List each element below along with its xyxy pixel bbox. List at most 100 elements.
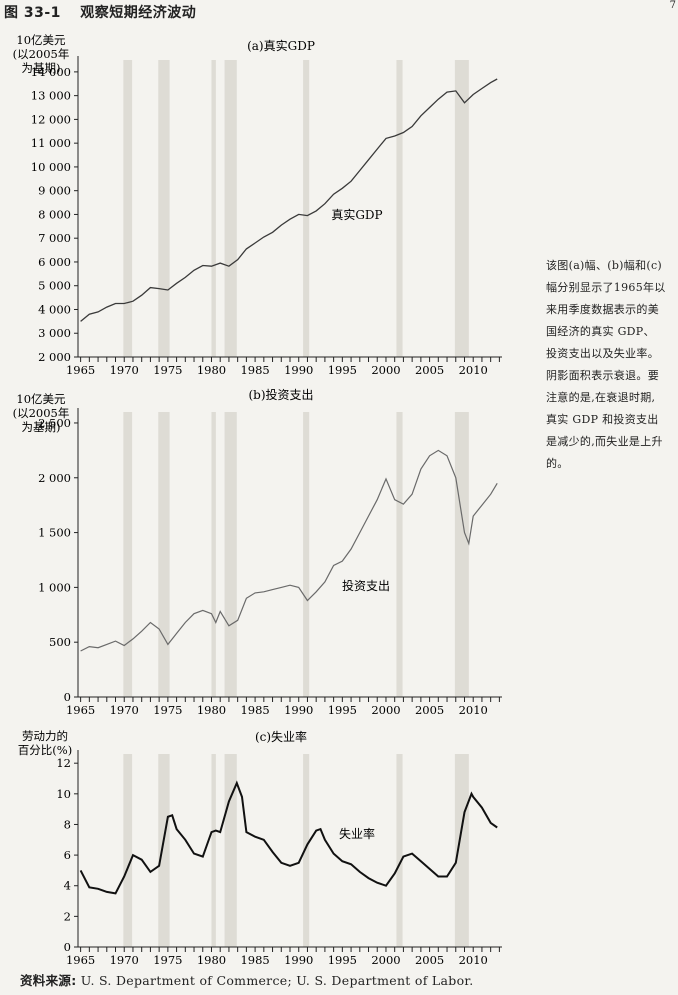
recession-band (224, 754, 237, 947)
panel-a-ylabel-line1: 10亿美元 (16, 33, 66, 47)
recession-band (123, 60, 133, 357)
panel-c-ylabel-line2: 百分比(%) (18, 743, 72, 757)
y-tick-label: 2 (64, 909, 71, 923)
x-tick-label: 1965 (66, 953, 95, 967)
y-tick-label: 8 000 (38, 207, 71, 221)
recession-band (224, 60, 237, 357)
x-tick-label: 1965 (66, 703, 95, 717)
x-tick-label: 1980 (197, 363, 226, 377)
panel-b-ylabel-line1: 10亿美元 (16, 392, 66, 406)
panel-a-y-ticks: 2 000 3 000 4 000 5 000 6 000 7 000 8 000 9 000… (31, 65, 78, 364)
source-label: 资料来源: (20, 973, 77, 988)
panel-c-x-ticks: 1965 1970 1975 1980 1985 1990 1995 2000 2005 2010 (66, 947, 500, 967)
recession-band (224, 412, 237, 697)
recession-band (303, 412, 310, 697)
recession-band (158, 754, 170, 947)
recession-band (396, 754, 403, 947)
figure-title-text: 观察短期经济波动 (80, 5, 197, 21)
y-tick-label: 14 000 (31, 65, 71, 79)
series-label-real-gdp: 真实GDP (331, 207, 382, 222)
x-tick-label: 2005 (415, 363, 444, 377)
series-line-investment (80, 449, 498, 652)
panel-c-ylabel-line1: 劳动力的 (22, 729, 68, 743)
series-label-investment: 投资支出 (342, 578, 390, 593)
panel-a-ylabel-line2: (以2005年 (13, 47, 70, 61)
recession-band (454, 754, 469, 947)
panel-b-ylabel-line3: 为基期) (22, 420, 61, 434)
y-tick-label: 5 000 (38, 279, 71, 293)
x-tick-label: 1995 (328, 953, 357, 967)
x-tick-label: 2010 (459, 703, 488, 717)
panel-c-y-ticks: 0 2 4 6 8 10 12 (56, 756, 78, 954)
recession-band (303, 754, 310, 947)
y-tick-label: 10 (56, 787, 71, 801)
panel-b-y-ticks: 0 500 1 000 1 500 2 000 2 500 (38, 416, 78, 704)
panel-c-unemployment: (c)失业率 劳动力的 百分比(%) 0 2 4 6 8 10 12 1965 1970 197… (18, 729, 502, 967)
x-tick-label: 1985 (240, 363, 269, 377)
y-tick-label: 1 500 (38, 526, 71, 540)
y-tick-label: 0 (64, 690, 71, 704)
panel-a-title: (a)真实GDP (247, 38, 315, 53)
page-number: 7 (669, 0, 676, 11)
recession-band (454, 412, 469, 697)
source-text: U. S. Department of Commerce; U. S. Depa… (80, 973, 474, 988)
recession-band (454, 60, 469, 357)
y-tick-label: 2 000 (38, 471, 71, 485)
x-tick-label: 1985 (240, 703, 269, 717)
y-tick-label: 7 000 (38, 231, 71, 245)
y-tick-label: 12 (56, 756, 71, 770)
y-tick-label: 4 000 (38, 302, 71, 316)
panel-a-axes (77, 56, 502, 358)
series-label-unemployment: 失业率 (339, 826, 375, 841)
panel-a-x-ticks: 1965 1970 1975 1980 1985 1990 1995 2000 2005 2010 (66, 357, 500, 377)
panel-b-investment: (b)投资支出 10亿美元 (以2005年 为基期) 0 500 1 000 1 50… (13, 387, 502, 717)
x-tick-label: 1970 (110, 953, 139, 967)
x-tick-label: 1980 (197, 953, 226, 967)
panel-c-title: (c)失业率 (255, 729, 307, 744)
recession-band (123, 754, 133, 947)
figure-title: 图 33-1 观察短期经济波动 (4, 2, 196, 22)
panel-b-ylabel-line2: (以2005年 (13, 406, 70, 420)
x-tick-label: 1975 (153, 703, 182, 717)
y-tick-label: 3 000 (38, 326, 71, 340)
y-tick-label: 8 (64, 817, 71, 831)
x-tick-label: 1995 (328, 703, 357, 717)
recession-band (211, 412, 216, 697)
recession-band (123, 412, 133, 697)
x-tick-label: 2005 (415, 953, 444, 967)
recession-band (211, 60, 216, 357)
x-tick-label: 2000 (371, 363, 400, 377)
recession-band (396, 412, 403, 697)
x-tick-label: 1990 (284, 953, 313, 967)
panel-b-title: (b)投资支出 (248, 387, 313, 402)
y-tick-label: 2 500 (38, 416, 71, 430)
recession-shading-b (123, 412, 469, 697)
recession-shading-a (123, 60, 469, 357)
y-tick-label: 6 000 (38, 255, 71, 269)
panel-c-axes (77, 750, 502, 948)
x-tick-label: 1975 (153, 953, 182, 967)
y-tick-label: 500 (49, 635, 71, 649)
panel-a-ylabel-line3: 为基期) (22, 61, 61, 75)
panel-b-x-ticks: 1965 1970 1975 1980 1985 1990 1995 2000 2005 2010 (66, 697, 500, 717)
panel-a-real-gdp: (a)真实GDP 10亿美元 (以2005年 为基期) 2 000 3 000 4 … (13, 33, 502, 377)
x-tick-label: 2005 (415, 703, 444, 717)
y-tick-label: 11 000 (31, 136, 71, 150)
recession-shading-c (123, 754, 469, 947)
panel-b-axes (77, 408, 502, 698)
y-tick-label: 0 (64, 940, 71, 954)
y-tick-label: 1 000 (38, 580, 71, 594)
recession-band (158, 60, 170, 357)
figure-caption: 该图(a)幅、(b)幅和(c)幅分别显示了1965年以来用季度数据表示的美国经济… (546, 259, 666, 470)
x-tick-label: 1980 (197, 703, 226, 717)
x-tick-label: 1970 (110, 703, 139, 717)
y-tick-label: 10 000 (31, 160, 71, 174)
x-tick-label: 2000 (371, 953, 400, 967)
series-line-unemployment (79, 780, 498, 895)
x-tick-label: 1970 (110, 363, 139, 377)
recession-band (396, 60, 403, 357)
y-tick-label: 6 (64, 848, 71, 862)
y-tick-label: 2 000 (38, 350, 71, 364)
y-tick-label: 4 (64, 879, 71, 893)
